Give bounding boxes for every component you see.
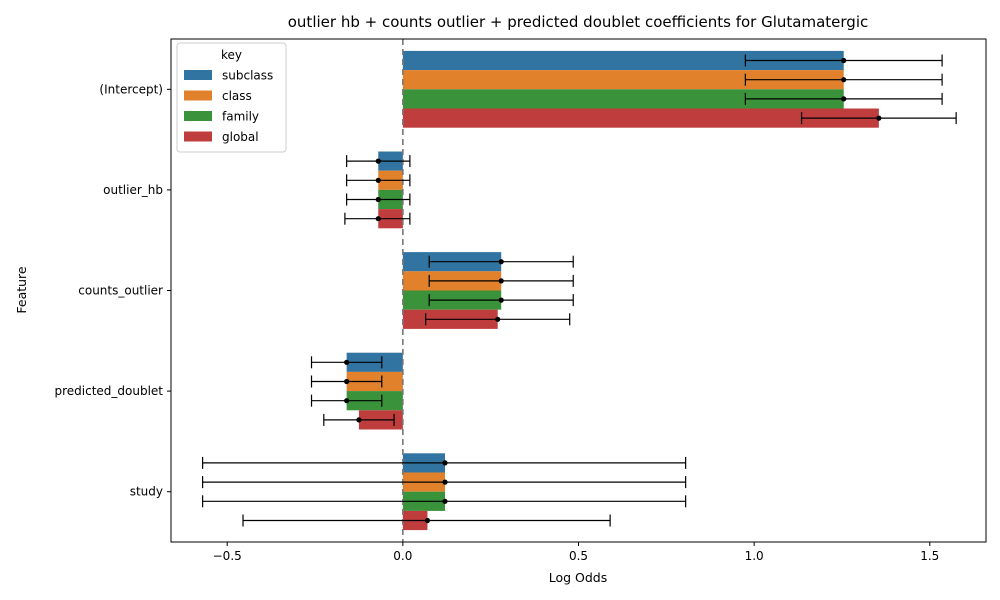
bar-global-0 xyxy=(402,108,879,128)
bar-class-0 xyxy=(402,70,844,90)
bars-layer xyxy=(346,50,879,531)
point-family-4 xyxy=(442,498,448,504)
point-global-4 xyxy=(424,517,431,524)
x-tick-label-0: −0.5 xyxy=(213,549,242,563)
y-tick-label-2: counts_outlier xyxy=(78,284,163,298)
x-tick-label-2: 0.5 xyxy=(569,549,588,563)
y-tick-label-1: outlier_hb xyxy=(103,183,163,197)
y-tick-label-4: study xyxy=(130,485,163,499)
point-class-4 xyxy=(442,479,448,485)
point-class-0 xyxy=(841,77,847,83)
point-subclass-3 xyxy=(344,359,350,365)
x-tick-label-4: 1.5 xyxy=(920,549,939,563)
point-global-0 xyxy=(876,115,882,121)
legend-label-class: class xyxy=(222,89,252,103)
legend-swatch-global xyxy=(184,131,212,142)
legend-label-subclass: subclass xyxy=(222,69,273,83)
x-tick-label-1: 0.0 xyxy=(393,549,412,563)
point-class-1 xyxy=(375,177,381,183)
point-global-1 xyxy=(375,216,381,222)
legend-swatch-subclass xyxy=(184,70,212,80)
legend-swatch-class xyxy=(184,90,212,101)
point-class-2 xyxy=(498,278,504,284)
legend: key subclass class family global xyxy=(176,42,287,153)
chart-title: outlier hb + counts outlier + predicted … xyxy=(288,13,868,31)
legend-swatch-family xyxy=(184,111,212,121)
point-subclass-4 xyxy=(442,460,448,466)
point-family-3 xyxy=(344,398,350,404)
legend-label-global: global xyxy=(222,130,259,144)
point-global-2 xyxy=(495,316,501,322)
legend-label-family: family xyxy=(222,110,259,124)
x-tick-label-3: 1.0 xyxy=(745,549,764,563)
y-tick-label-0: (Intercept) xyxy=(99,82,163,96)
axes-layer: (Intercept) outlier_hb counts_outlierpredi… xyxy=(54,38,987,563)
point-subclass-2 xyxy=(498,259,504,265)
point-subclass-1 xyxy=(375,158,381,164)
y-tick-label-3: predicted_doublet xyxy=(54,384,163,398)
error-bars-layer xyxy=(202,54,957,527)
legend-title: key xyxy=(221,48,242,62)
point-subclass-0 xyxy=(841,57,847,64)
bar-family-0 xyxy=(402,89,844,109)
x-axis-label: Log Odds xyxy=(549,570,608,585)
point-family-0 xyxy=(841,96,847,102)
point-class-3 xyxy=(344,378,350,385)
point-family-1 xyxy=(375,196,381,203)
point-global-3 xyxy=(356,417,362,423)
bar-subclass-0 xyxy=(402,50,844,71)
point-family-2 xyxy=(498,297,504,303)
y-axis-label: Feature xyxy=(14,266,29,314)
